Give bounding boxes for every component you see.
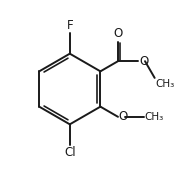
Text: O: O xyxy=(113,27,123,40)
Text: O: O xyxy=(119,110,128,123)
Text: Cl: Cl xyxy=(64,146,76,159)
Text: F: F xyxy=(66,19,73,32)
Text: CH₃: CH₃ xyxy=(145,112,164,122)
Text: O: O xyxy=(139,55,149,68)
Text: CH₃: CH₃ xyxy=(155,79,174,89)
